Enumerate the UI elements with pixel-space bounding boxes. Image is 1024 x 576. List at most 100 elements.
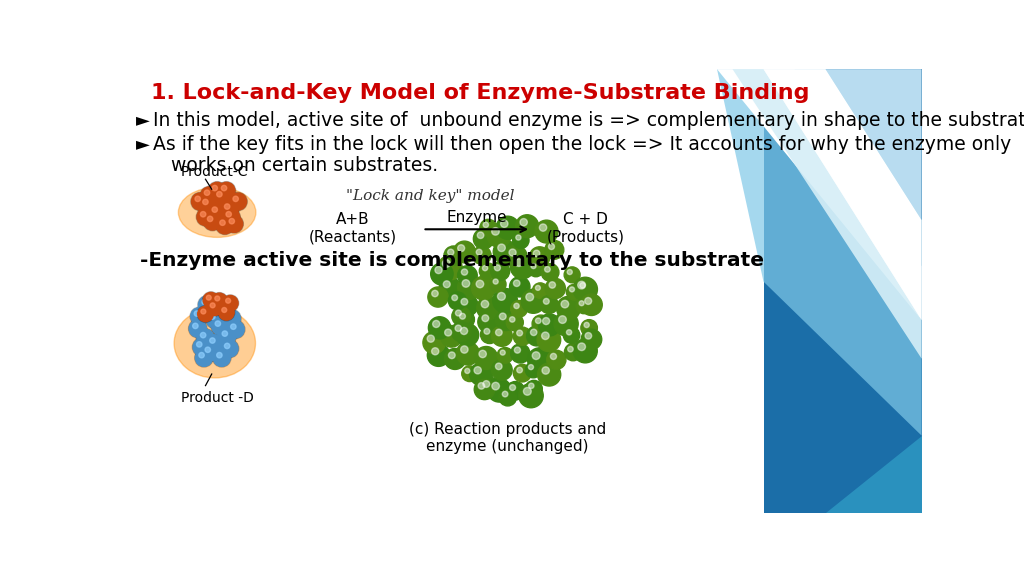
Text: works on certain substrates.: works on certain substrates. — [153, 156, 438, 175]
Circle shape — [510, 385, 515, 391]
Circle shape — [195, 348, 213, 367]
Circle shape — [566, 285, 583, 300]
Circle shape — [204, 213, 221, 230]
Circle shape — [222, 208, 241, 226]
Circle shape — [487, 378, 511, 402]
Circle shape — [225, 215, 244, 233]
Circle shape — [210, 303, 215, 308]
Circle shape — [557, 297, 581, 320]
Circle shape — [543, 317, 550, 325]
Circle shape — [479, 350, 486, 358]
Circle shape — [584, 323, 589, 328]
Circle shape — [213, 300, 218, 305]
Circle shape — [213, 188, 230, 206]
Circle shape — [516, 235, 521, 240]
Circle shape — [458, 245, 465, 252]
Circle shape — [525, 380, 543, 397]
Circle shape — [220, 339, 239, 358]
Circle shape — [449, 292, 466, 310]
Circle shape — [221, 340, 238, 357]
Polygon shape — [732, 69, 922, 359]
Circle shape — [547, 350, 566, 369]
Circle shape — [494, 240, 517, 264]
Circle shape — [452, 307, 471, 325]
Circle shape — [527, 348, 552, 372]
Circle shape — [477, 232, 484, 238]
Circle shape — [427, 335, 434, 342]
Circle shape — [197, 342, 202, 347]
Circle shape — [197, 209, 214, 225]
Circle shape — [431, 348, 439, 355]
Circle shape — [462, 366, 477, 381]
Text: ►: ► — [136, 135, 150, 153]
Circle shape — [499, 388, 516, 406]
Circle shape — [440, 325, 462, 347]
Circle shape — [206, 295, 211, 300]
Circle shape — [542, 367, 550, 374]
Circle shape — [437, 256, 462, 280]
Circle shape — [535, 220, 558, 243]
Circle shape — [456, 310, 474, 328]
Circle shape — [221, 201, 238, 218]
Circle shape — [510, 317, 515, 322]
Circle shape — [458, 266, 477, 285]
Circle shape — [190, 307, 209, 325]
Circle shape — [202, 344, 219, 361]
Circle shape — [200, 196, 216, 213]
Circle shape — [496, 309, 516, 331]
Circle shape — [198, 306, 213, 321]
Text: Product-C: Product-C — [180, 165, 248, 179]
Circle shape — [514, 347, 520, 353]
Circle shape — [221, 185, 226, 191]
Circle shape — [517, 330, 522, 336]
Circle shape — [198, 306, 214, 323]
Text: A+B
(Reactants): A+B (Reactants) — [308, 213, 397, 245]
Circle shape — [561, 300, 568, 308]
Circle shape — [201, 187, 218, 204]
Circle shape — [204, 213, 221, 231]
Circle shape — [585, 298, 592, 305]
Circle shape — [456, 324, 478, 346]
Circle shape — [473, 246, 492, 264]
Circle shape — [462, 269, 468, 275]
Circle shape — [435, 267, 442, 274]
Circle shape — [224, 343, 229, 348]
Circle shape — [209, 204, 225, 221]
Circle shape — [505, 245, 527, 267]
Text: -Enzyme active site is complementary to the substrate: -Enzyme active site is complementary to … — [139, 251, 764, 270]
Circle shape — [209, 296, 226, 313]
Polygon shape — [732, 69, 922, 513]
Circle shape — [496, 216, 519, 239]
Circle shape — [212, 207, 217, 213]
Circle shape — [195, 196, 201, 202]
Circle shape — [511, 301, 527, 317]
Circle shape — [226, 211, 231, 217]
Circle shape — [197, 329, 215, 347]
Circle shape — [216, 304, 232, 321]
Circle shape — [210, 314, 215, 319]
Circle shape — [201, 309, 206, 314]
Circle shape — [490, 276, 506, 292]
Circle shape — [532, 352, 540, 359]
Circle shape — [519, 384, 544, 408]
Circle shape — [573, 277, 597, 301]
Circle shape — [213, 188, 231, 206]
Circle shape — [215, 296, 220, 301]
Polygon shape — [825, 435, 922, 513]
Circle shape — [525, 362, 542, 378]
Circle shape — [567, 346, 573, 352]
Circle shape — [212, 185, 217, 191]
Circle shape — [206, 311, 223, 328]
Circle shape — [431, 263, 453, 285]
Circle shape — [476, 280, 483, 288]
Circle shape — [502, 391, 508, 397]
Circle shape — [204, 307, 210, 312]
Circle shape — [532, 283, 548, 298]
Circle shape — [517, 367, 522, 373]
Circle shape — [506, 381, 524, 400]
Circle shape — [526, 293, 534, 301]
Circle shape — [222, 308, 226, 312]
Circle shape — [530, 264, 536, 268]
Circle shape — [582, 329, 602, 350]
Circle shape — [210, 338, 215, 343]
